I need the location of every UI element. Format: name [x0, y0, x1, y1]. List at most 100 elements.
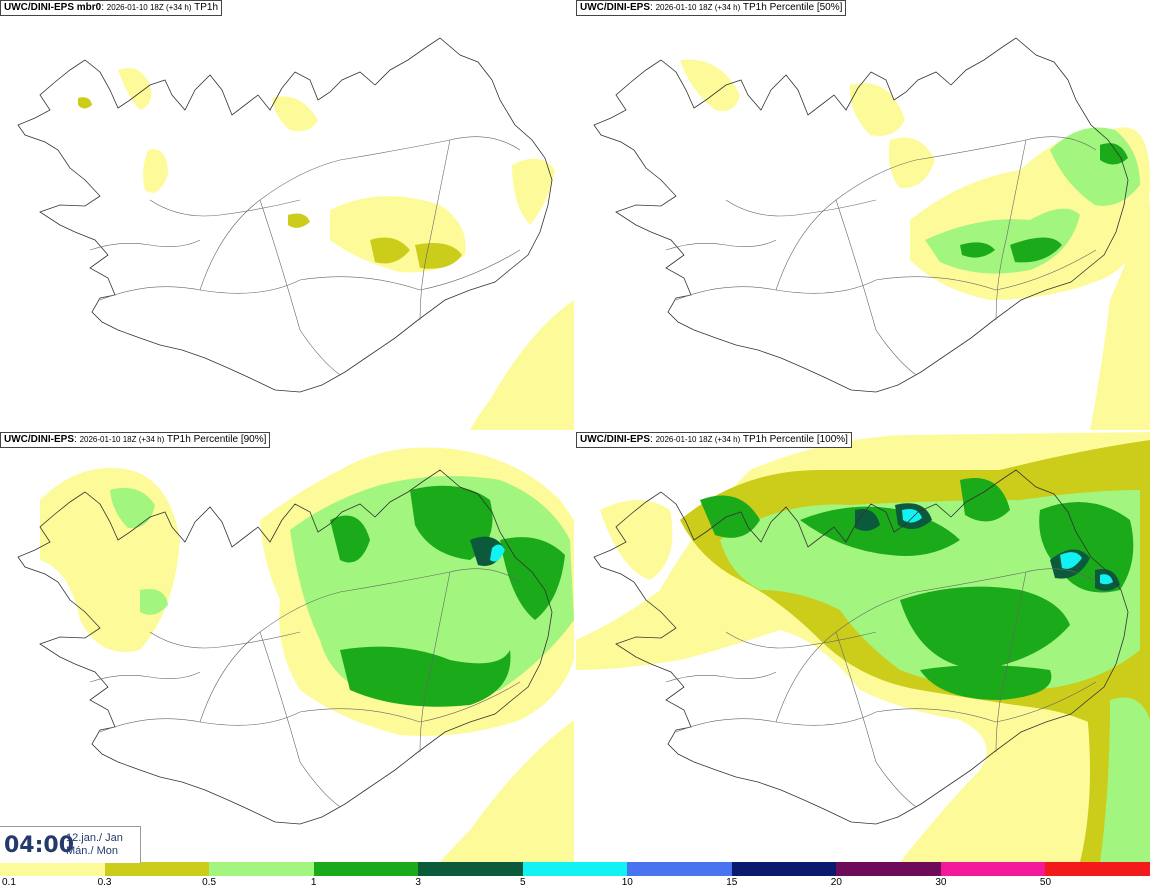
valid-date: 12.jan./ Jan [66, 832, 123, 844]
precip-map [576, 432, 1150, 862]
precip-area [700, 495, 760, 538]
coastline [17, 37, 553, 393]
precip-area [140, 589, 168, 615]
road-line [725, 199, 877, 217]
precip-map [17, 447, 574, 862]
colorbar-tick: 50 [1039, 877, 1052, 888]
colorbar-segment [940, 862, 1046, 876]
road-line [775, 136, 1097, 291]
precip-area [143, 149, 168, 193]
precip-area [470, 300, 574, 430]
valid-weekday: Mán./ Mon [66, 845, 118, 857]
road-line [199, 568, 521, 723]
colorbar-segment [1045, 862, 1150, 876]
precip-area [330, 515, 370, 563]
precip-area [40, 468, 180, 652]
map-panel-p100: UWC/DINI-EPS: 2026-01-10 18Z (+34 h) TP1… [576, 432, 1150, 862]
precip-map [593, 37, 1150, 430]
road-line [665, 239, 777, 251]
panel-title: UWC/DINI-EPS: 2026-01-10 18Z (+34 h) TP1… [0, 432, 271, 448]
panel-title: UWC/DINI-EPS mbr0: 2026-01-10 18Z (+34 h… [0, 0, 223, 16]
colorbar-segment [104, 862, 210, 876]
road-line [419, 139, 451, 321]
colorbar-segment [209, 862, 314, 876]
panel-title: UWC/DINI-EPS: 2026-01-10 18Z (+34 h) TP1… [576, 432, 852, 448]
road-line [99, 249, 521, 301]
road-line [725, 631, 877, 649]
precip-area [415, 242, 462, 269]
map-panel-p50: UWC/DINI-EPS: 2026-01-10 18Z (+34 h) TP1… [576, 0, 1150, 430]
colorbar-tick: 0.5 [202, 877, 217, 888]
precip-area [1100, 574, 1113, 585]
road-line [89, 239, 201, 251]
colorbar-tick: 10 [621, 877, 633, 888]
coastline [593, 469, 1129, 825]
map-panel-mbr0: UWC/DINI-EPS mbr0: 2026-01-10 18Z (+34 h… [0, 0, 574, 430]
road-line [675, 681, 1097, 733]
precip-area [1060, 552, 1082, 569]
colorbar-segment [836, 862, 941, 876]
colorbar-tick: 20 [830, 877, 842, 888]
valid-time-box: 04:00 12.jan./ Jan Mán./ Mon [0, 826, 141, 863]
precip-area [490, 544, 505, 562]
road-line [835, 199, 917, 376]
coastline [17, 469, 553, 825]
precip-area [849, 83, 905, 136]
road-line [89, 671, 201, 683]
precip-area [600, 500, 673, 580]
road-line [259, 631, 341, 808]
precip-area [1100, 697, 1150, 862]
colorbar-tick: 5 [519, 877, 526, 888]
colorbar-tick: 1 [310, 877, 317, 888]
colorbar-tick-labels: 0.1 0.3 0.5 1 3 5 10 15 20 30 50 [0, 877, 1150, 891]
road-line [99, 681, 521, 733]
precip-area [1010, 237, 1062, 263]
precip-area [512, 158, 555, 225]
precip-area [272, 96, 318, 132]
road-line [995, 571, 1027, 753]
precip-area [78, 97, 92, 109]
colorbar-tick: 15 [726, 877, 738, 888]
colorbar-tick: 30 [935, 877, 947, 888]
precip-area [920, 665, 1052, 700]
colorbar-segment [0, 862, 105, 876]
road-line [835, 631, 917, 808]
road-line [995, 139, 1027, 321]
coastline [593, 37, 1129, 393]
road-line [675, 249, 1097, 301]
road-line [199, 136, 521, 291]
road-line [665, 671, 777, 683]
colorbar-tick: 0.3 [97, 877, 112, 888]
panel-title: UWC/DINI-EPS: 2026-01-10 18Z (+34 h) TP1… [576, 0, 847, 16]
colorbar-segment [418, 862, 523, 876]
precip-area [440, 720, 574, 862]
map-panel-p90: UWC/DINI-EPS: 2026-01-10 18Z (+34 h) TP1… [0, 432, 574, 862]
precip-area [110, 487, 155, 529]
colorbar-segment [627, 862, 732, 876]
precip-area [960, 242, 995, 258]
precip-area [340, 646, 511, 707]
road-line [149, 199, 301, 217]
colorbar-tick: 0.1 [2, 877, 16, 888]
precip-map [17, 37, 574, 430]
colorbar-segment [731, 862, 837, 876]
road-line [419, 571, 451, 753]
precip-area [370, 237, 410, 264]
precip-area [855, 509, 880, 531]
road-line [149, 631, 301, 649]
road-line [775, 568, 1097, 723]
valid-hour: 04:00 [4, 833, 75, 858]
precip-area [680, 59, 740, 111]
colorbar-segment [522, 862, 628, 876]
precip-area [1090, 200, 1150, 430]
precip-area [118, 67, 152, 110]
precip-area [902, 509, 922, 523]
colorbar-tick: 3 [415, 877, 421, 888]
colorbar-segment [313, 862, 419, 876]
road-line [259, 199, 341, 376]
precip-area [888, 137, 935, 189]
precip-area [960, 478, 1010, 522]
precip-area [288, 213, 310, 228]
precip-area [900, 586, 1070, 670]
precip-colorbar [0, 862, 1150, 876]
